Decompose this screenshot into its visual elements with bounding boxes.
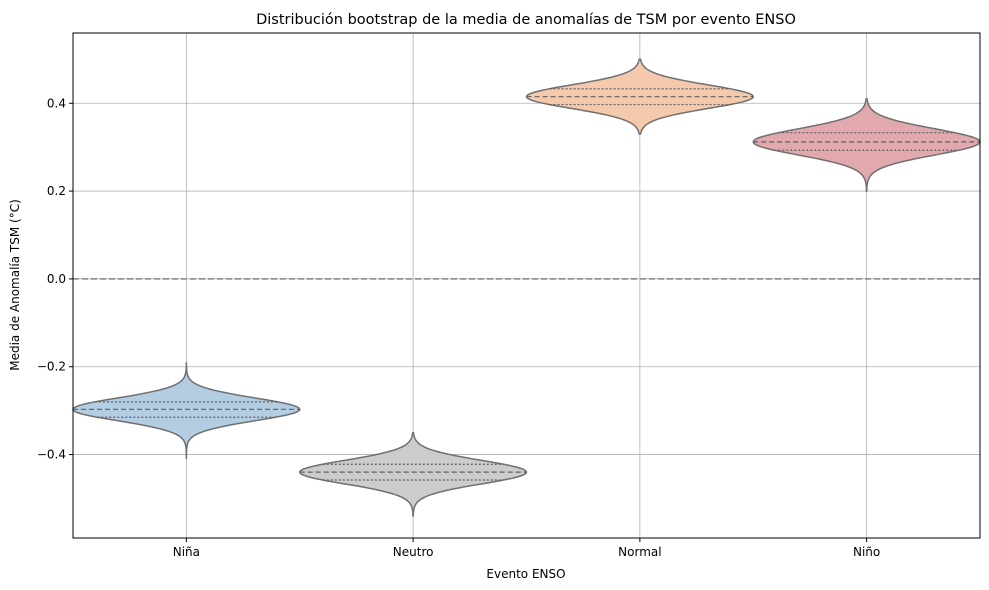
- grid-layer: [73, 33, 980, 538]
- x-tick-label: Niña: [173, 545, 200, 559]
- y-tick-label: 0.0: [47, 272, 66, 286]
- violin-nia: [72, 362, 301, 459]
- y-tick-label: 0.4: [47, 96, 66, 110]
- axis-layer: −0.4 −0.2 0.0 0.2 0.4 Niña Neutro Normal Niño: [37, 96, 880, 559]
- y-tick-label: 0.2: [47, 184, 66, 198]
- y-tick-label: −0.4: [37, 448, 66, 462]
- violin-layer: [72, 58, 981, 517]
- y-axis-label: Media de Anomalía TSM (°C): [8, 199, 22, 371]
- violin-neutro: [299, 431, 528, 517]
- x-axis-label: Evento ENSO: [486, 567, 565, 581]
- x-tick-label: Neutro: [393, 545, 434, 559]
- x-tick-label: Niño: [853, 545, 880, 559]
- plot-frame: [72, 32, 981, 539]
- violin-nio: [752, 98, 981, 192]
- y-tick-label: −0.2: [37, 360, 66, 374]
- x-tick-label: Normal: [618, 545, 661, 559]
- chart-title: Distribución bootstrap de la media de an…: [256, 12, 796, 28]
